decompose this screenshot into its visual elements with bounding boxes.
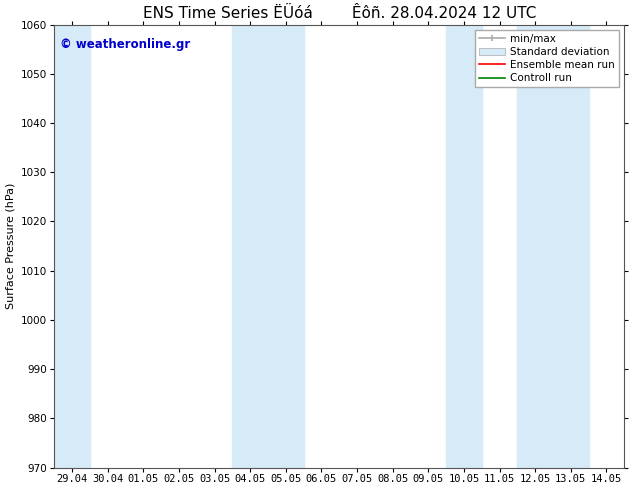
Title: ENS Time Series ËÜóá        Êôñ. 28.04.2024 12 UTC: ENS Time Series ËÜóá Êôñ. 28.04.2024 12 … (143, 5, 536, 21)
Bar (55, 24, 90, 467)
Y-axis label: Surface Pressure (hPa): Surface Pressure (hPa) (6, 183, 16, 309)
Legend: min/max, Standard deviation, Ensemble mean run, Controll run: min/max, Standard deviation, Ensemble me… (475, 30, 619, 87)
Bar (233, 24, 304, 467)
Text: © weatheronline.gr: © weatheronline.gr (60, 38, 190, 51)
Bar (446, 24, 482, 467)
Bar (517, 24, 588, 467)
